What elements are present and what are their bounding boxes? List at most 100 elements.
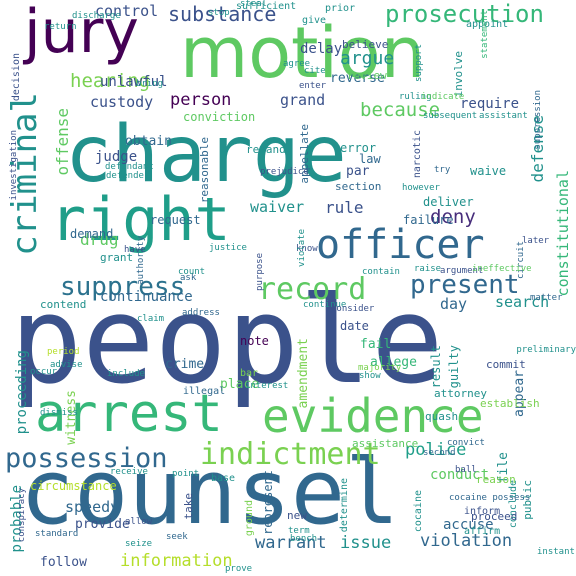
cloud-word: stop [208, 8, 230, 18]
cloud-word: support [414, 44, 424, 82]
cloud-word: arrest [35, 384, 223, 444]
cloud-word: unlawful [100, 74, 168, 90]
cloud-word: custody [90, 93, 154, 111]
cloud-word: obtain [125, 134, 172, 149]
cloud-word: count [178, 267, 206, 277]
cloud-word: counsel [20, 440, 400, 545]
cloud-word: provide [75, 517, 130, 532]
cloud-word: base [211, 473, 236, 484]
cloud-word: convict [447, 438, 485, 448]
cloud-word: prove [225, 564, 253, 574]
cloud-word: believe [342, 38, 389, 51]
cloud-word: proceed [471, 510, 518, 523]
cloud-word: bench [290, 534, 318, 544]
cloud-word: amendment [296, 338, 311, 409]
cloud-word: indictment [200, 437, 381, 472]
cloud-word: sufficient [236, 1, 297, 12]
cloud-word: ball [455, 465, 477, 475]
cloud-word: deliver [423, 195, 474, 209]
cloud-word: seek [166, 532, 188, 542]
cloud-word: advise [50, 360, 83, 370]
cloud-word: control [95, 2, 159, 20]
cloud-word: guilty [447, 345, 461, 389]
cloud-word: conspiracy [17, 488, 27, 543]
cloud-word: record [258, 272, 367, 307]
cloud-word: motion [180, 12, 426, 94]
cloud-word: cocaine [413, 490, 424, 533]
cloud-word: appoint [466, 19, 509, 30]
cloud-word: present [410, 270, 520, 300]
cloud-word: contend [40, 298, 87, 311]
cloud-word: indicate [421, 92, 465, 102]
cloud-word: commit [486, 358, 526, 371]
cloud-word: error [340, 141, 377, 155]
cloud-word: circumstance [30, 479, 117, 493]
cloud-word: receive [110, 467, 148, 477]
cloud-word: new [287, 509, 307, 522]
cloud-word: warrant [255, 533, 327, 553]
cloud-word: try [434, 165, 451, 175]
cloud-word: remand [246, 143, 286, 156]
cloud-word: know [296, 244, 318, 254]
cloud-word: argument [440, 266, 484, 276]
cloud-word: par [346, 164, 370, 179]
cloud-word: ground [244, 500, 255, 537]
cloud-word: point [172, 469, 200, 479]
cloud-word: standard [35, 529, 79, 539]
cloud-word: term [288, 526, 310, 536]
cloud-word: occur [30, 367, 58, 377]
cloud-word: steal [240, 0, 268, 9]
cloud-word: narcotic [412, 130, 423, 179]
cloud-word: ineffective [472, 264, 532, 274]
cloud-word: grand [280, 91, 326, 109]
cloud-word: quash [425, 410, 459, 423]
cloud-word: waive [470, 164, 507, 178]
cloud-word: give [302, 15, 327, 26]
cloud-word: enter [299, 81, 327, 91]
cloud-word: information [120, 551, 233, 571]
cloud-word: judge [95, 149, 138, 165]
cloud-word: period [47, 347, 80, 357]
cloud-word: defender [106, 171, 150, 181]
cloud-word: reasonable [198, 137, 211, 204]
cloud-word: allow [125, 517, 153, 527]
cloud-word: involve [452, 51, 465, 98]
cloud-word: charge [65, 110, 347, 200]
cloud-word: defendant [105, 162, 154, 172]
cloud-word: day [440, 295, 468, 313]
cloud-word: address [182, 308, 220, 318]
cloud-word: proceeding [14, 350, 30, 435]
cloud-word: second [423, 448, 456, 458]
cloud-word: review [347, 69, 387, 82]
cloud-word: request [150, 213, 201, 227]
cloud-word: show [359, 371, 381, 381]
cloud-word: ask [180, 273, 197, 283]
cloud-word: offense [53, 108, 72, 176]
cloud-word: instant [537, 547, 575, 557]
cloud-word: failure [403, 213, 454, 227]
cloud-word: inform [464, 506, 501, 517]
cloud-word: illegal [183, 386, 226, 397]
cloud-word: contain [362, 267, 400, 277]
cloud-word: place [220, 377, 260, 392]
cloud-word: prejudice [260, 167, 309, 177]
cloud-word: return [44, 22, 77, 32]
cloud-word: officer [316, 222, 485, 268]
cloud-word: suppress [60, 272, 186, 302]
cloud-word: raise [414, 264, 442, 274]
cloud-word: prosecution [385, 0, 544, 28]
cloud-word: section [335, 180, 382, 193]
cloud-word: because [360, 99, 441, 121]
cloud-word: note [240, 334, 269, 348]
cloud-word: continue [303, 300, 347, 310]
cloud-word: drug [80, 230, 119, 249]
cloud-word: follow [40, 555, 87, 570]
cloud-word: consider [331, 304, 375, 314]
cloud-word: law [359, 152, 381, 166]
cloud-word: hearing [70, 70, 151, 92]
cloud-word: attorney [434, 387, 487, 400]
cloud-word: person [170, 90, 232, 110]
cloud-word: speedy [65, 498, 120, 516]
cloud-word: assistance [352, 437, 419, 450]
